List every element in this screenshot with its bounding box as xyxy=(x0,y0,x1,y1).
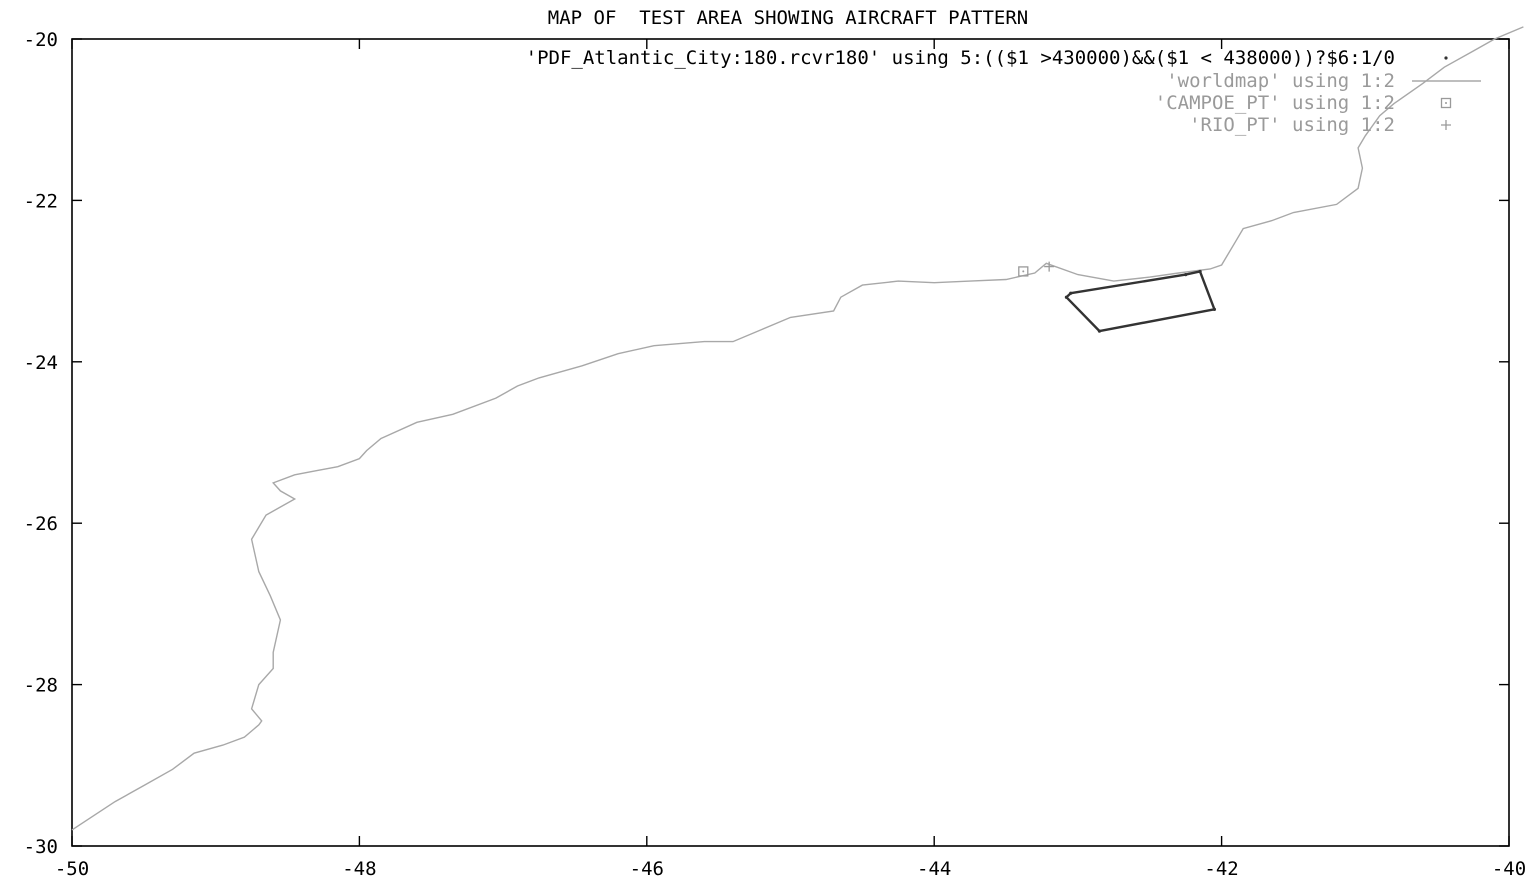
y-tick-label: -22 xyxy=(24,190,58,212)
legend-sample-plus xyxy=(1441,120,1451,130)
legend-entry-label: 'PDF_Atlantic_City:180.rcvr180' using 5:… xyxy=(526,47,1395,69)
x-tick-label: -40 xyxy=(1492,858,1526,880)
aircraft-pattern-point xyxy=(1064,295,1069,299)
legend-entry-label: 'worldmap' using 1:2 xyxy=(1166,70,1395,92)
y-tick-label: -26 xyxy=(24,513,58,535)
legend-sample-box-center xyxy=(1445,102,1447,104)
y-tick-label: -28 xyxy=(24,675,58,697)
campoe-pt-marker xyxy=(1018,266,1029,277)
x-tick-label: -50 xyxy=(55,858,89,880)
x-tick-label: -44 xyxy=(917,858,951,880)
series-layer xyxy=(71,26,1524,831)
rio-pt-marker xyxy=(1044,261,1055,272)
worldmap-coastline-line xyxy=(71,26,1524,831)
axis-ticks: -50 -48 -46 -44 -42 -40 -20 -22 -24 -26 -28 -30 xyxy=(24,29,1526,880)
legend-entry-label: 'CAMPOE_PT' using 1:2 xyxy=(1155,92,1395,114)
legend-sample-dot xyxy=(1444,56,1448,60)
aircraft-pattern-point xyxy=(1198,269,1202,274)
x-tick-label: -48 xyxy=(342,858,376,880)
aircraft-pattern-point xyxy=(1212,307,1217,311)
x-tick-label: -46 xyxy=(630,858,664,880)
legend-sample-box xyxy=(1440,97,1452,109)
y-tick-label: -24 xyxy=(24,352,58,374)
legend: 'PDF_Atlantic_City:180.rcvr180' using 5:… xyxy=(526,47,1481,136)
plot-frame xyxy=(71,38,1510,847)
chart-title: MAP OF TEST AREA SHOWING AIRCRAFT PATTER… xyxy=(548,7,1028,29)
aircraft-pattern-point xyxy=(1097,329,1102,333)
y-tick-label: -30 xyxy=(24,836,58,858)
y-tick-label: -20 xyxy=(24,29,58,51)
campoe-pt-center xyxy=(1022,270,1025,273)
legend-entry-label: 'RIO_PT' using 1:2 xyxy=(1189,114,1395,136)
aircraft-pattern-point xyxy=(1069,291,1073,295)
aircraft-pattern-point xyxy=(1184,273,1188,277)
aircraft-pattern-track xyxy=(1065,270,1216,333)
x-tick-label: -42 xyxy=(1204,858,1238,880)
